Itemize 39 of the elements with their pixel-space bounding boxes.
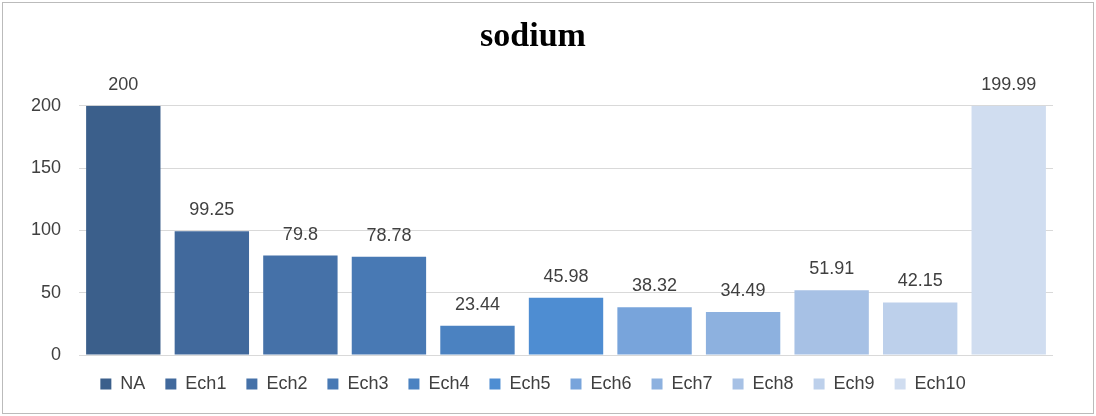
bar xyxy=(705,312,781,355)
data-label: 200 xyxy=(108,73,139,94)
y-tick-label: 150 xyxy=(30,157,62,178)
legend-label: Ech3 xyxy=(347,372,389,393)
data-label: 199.99 xyxy=(981,73,1037,94)
data-label: 34.49 xyxy=(720,279,766,300)
bar xyxy=(794,290,869,355)
bar xyxy=(528,297,604,355)
data-label: 23.44 xyxy=(454,293,500,314)
y-tick-label: 0 xyxy=(51,343,62,364)
bar xyxy=(440,325,515,355)
chart-title: sodium xyxy=(480,16,586,54)
bar xyxy=(86,105,161,355)
legend-label: Ech9 xyxy=(833,372,875,393)
data-label: 51.91 xyxy=(809,258,855,279)
bar xyxy=(263,255,338,355)
y-tick-label: 50 xyxy=(41,281,62,302)
legend-label: Ech2 xyxy=(266,372,308,393)
bar xyxy=(617,307,692,355)
bar xyxy=(351,256,427,355)
data-label: 38.32 xyxy=(632,275,678,296)
legend-label: NA xyxy=(120,372,146,393)
bar xyxy=(174,231,250,355)
data-label: 42.15 xyxy=(897,270,943,291)
legend-label: Ech5 xyxy=(509,372,551,393)
legend-label: Ech10 xyxy=(914,372,966,393)
y-tick-label: 100 xyxy=(30,219,62,240)
data-label: 99.25 xyxy=(189,199,235,220)
legend-label: Ech4 xyxy=(428,372,470,393)
bar xyxy=(971,105,1046,355)
legend-label: Ech8 xyxy=(752,372,794,393)
data-label: 78.78 xyxy=(366,224,412,245)
legend-label: Ech1 xyxy=(185,372,227,393)
data-label: 79.8 xyxy=(282,223,318,244)
legend-label: Ech6 xyxy=(590,372,632,393)
bar xyxy=(883,302,958,355)
data-label: 45.98 xyxy=(543,265,589,286)
y-tick-label: 200 xyxy=(30,94,62,115)
legend-label: Ech7 xyxy=(671,372,713,393)
